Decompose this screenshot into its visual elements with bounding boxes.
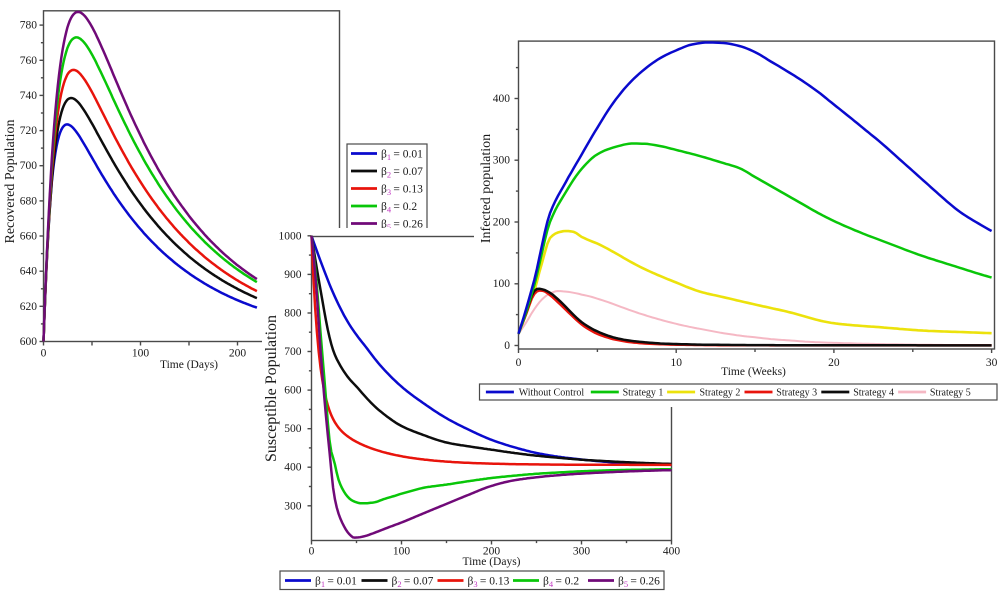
svg-text:Recovered Population: Recovered Population <box>3 119 18 243</box>
svg-text:Strategy 1: Strategy 1 <box>623 388 664 399</box>
svg-text:Strategy 3: Strategy 3 <box>776 388 817 399</box>
svg-text:400: 400 <box>493 93 511 105</box>
svg-text:900: 900 <box>284 269 302 281</box>
svg-text:Time (Days): Time (Days) <box>160 359 218 371</box>
svg-text:200: 200 <box>493 217 511 229</box>
svg-text:100: 100 <box>132 348 150 360</box>
svg-text:600: 600 <box>20 336 38 348</box>
svg-text:680: 680 <box>20 195 38 207</box>
svg-text:1000: 1000 <box>279 230 302 242</box>
svg-text:300: 300 <box>573 546 591 558</box>
svg-text:720: 720 <box>20 125 38 137</box>
svg-text:620: 620 <box>20 301 38 313</box>
svg-text:β3 = 0.13: β3 = 0.13 <box>468 576 510 590</box>
svg-text:760: 760 <box>20 55 38 67</box>
svg-text:20: 20 <box>828 357 840 369</box>
svg-text:400: 400 <box>663 546 681 558</box>
svg-text:600: 600 <box>284 385 302 397</box>
svg-text:100: 100 <box>493 278 511 290</box>
svg-text:Time (Days): Time (Days) <box>462 556 520 568</box>
svg-text:β4 = 0.2: β4 = 0.2 <box>381 201 417 215</box>
svg-text:Strategy 5: Strategy 5 <box>930 388 971 399</box>
svg-text:200: 200 <box>483 546 501 558</box>
svg-text:500: 500 <box>284 423 302 435</box>
svg-text:0: 0 <box>309 546 315 558</box>
svg-text:200: 200 <box>229 348 247 360</box>
svg-text:Without Control: Without Control <box>519 388 585 399</box>
svg-text:100: 100 <box>393 546 411 558</box>
svg-text:400: 400 <box>284 462 302 474</box>
svg-text:10: 10 <box>670 357 682 369</box>
svg-text:0: 0 <box>516 357 522 369</box>
svg-text:Time (Weeks): Time (Weeks) <box>721 366 786 378</box>
svg-text:β3 = 0.13: β3 = 0.13 <box>381 184 423 198</box>
svg-text:Infected population: Infected population <box>479 134 494 243</box>
svg-text:β2 = 0.07: β2 = 0.07 <box>392 576 434 590</box>
svg-text:660: 660 <box>20 231 38 243</box>
svg-text:Susceptible Population: Susceptible Population <box>263 315 280 462</box>
svg-text:β4 = 0.2: β4 = 0.2 <box>543 576 579 590</box>
svg-text:740: 740 <box>20 90 38 102</box>
svg-text:0: 0 <box>504 340 510 352</box>
svg-text:β2 = 0.07: β2 = 0.07 <box>381 166 423 180</box>
svg-text:β1 = 0.01: β1 = 0.01 <box>315 576 357 590</box>
svg-text:640: 640 <box>20 266 38 278</box>
svg-text:300: 300 <box>284 500 302 512</box>
svg-text:β5 = 0.26: β5 = 0.26 <box>618 576 660 590</box>
svg-text:Strategy 4: Strategy 4 <box>853 388 894 399</box>
svg-text:700: 700 <box>284 346 302 358</box>
svg-text:β1 = 0.01: β1 = 0.01 <box>381 149 423 163</box>
svg-text:300: 300 <box>493 155 511 167</box>
svg-text:30: 30 <box>986 357 998 369</box>
svg-text:800: 800 <box>284 308 302 320</box>
svg-text:780: 780 <box>20 20 38 32</box>
svg-text:Strategy 2: Strategy 2 <box>700 388 741 399</box>
svg-text:0: 0 <box>41 348 47 360</box>
svg-text:700: 700 <box>20 160 38 172</box>
